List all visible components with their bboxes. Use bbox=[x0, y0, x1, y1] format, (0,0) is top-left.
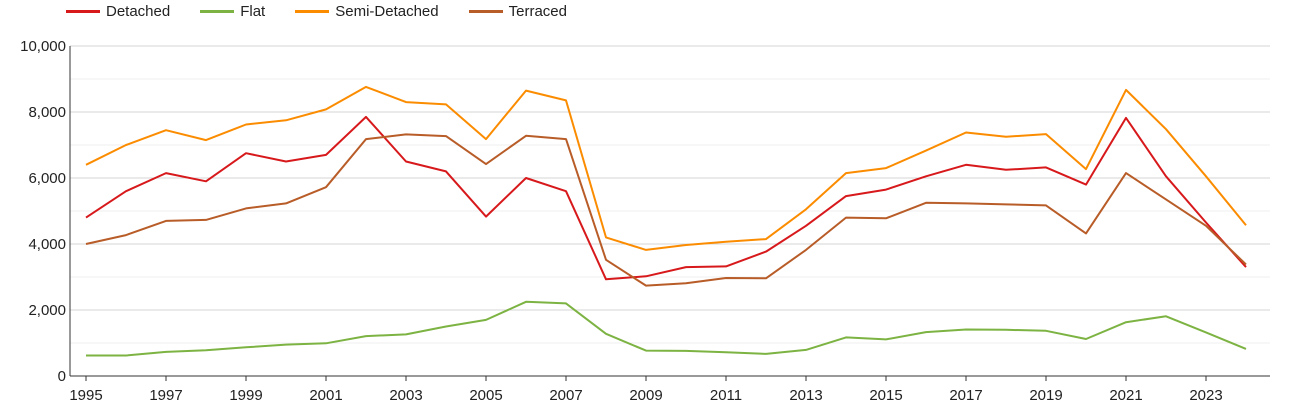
x-tick-label: 2003 bbox=[389, 387, 422, 404]
y-tick-label: 4,000 bbox=[28, 236, 66, 253]
legend-item-flat[interactable]: Flat bbox=[200, 3, 265, 20]
legend-label-flat: Flat bbox=[240, 3, 266, 20]
series-line-detached bbox=[85, 115, 1247, 281]
series-line-flat bbox=[86, 300, 1247, 357]
legend-label-detached: Detached bbox=[106, 3, 171, 20]
y-tick-label: 8,000 bbox=[28, 104, 66, 121]
x-tick-label: 2011 bbox=[710, 387, 742, 404]
legend-label-terraced: Terraced bbox=[508, 3, 567, 20]
series-lines bbox=[85, 85, 1247, 357]
legend-swatch-terraced bbox=[468, 10, 503, 13]
x-tick-label: 2019 bbox=[1029, 387, 1062, 404]
legend-swatch-flat bbox=[200, 10, 235, 13]
legend-item-semi-detached[interactable]: Semi-Detached bbox=[295, 3, 439, 20]
grid bbox=[70, 45, 1270, 377]
legend: Detached Flat Semi-Detached Terraced bbox=[66, 3, 597, 20]
x-tick-label: 2005 bbox=[469, 387, 502, 404]
x-tick-label: 2013 bbox=[789, 387, 822, 404]
x-tick-label: 1999 bbox=[229, 387, 262, 404]
x-tick-label: 1995 bbox=[69, 387, 102, 404]
y-tick-label: 0 bbox=[58, 368, 66, 385]
x-tick-label: 2017 bbox=[949, 387, 982, 404]
legend-label-semi-detached: Semi-Detached bbox=[335, 3, 439, 20]
y-tick-label: 10,000 bbox=[20, 38, 66, 55]
axes: 0 2,000 4,000 6,000 8,000 10,000 1995 1997 1999 2… bbox=[20, 38, 1223, 404]
series-line-semi-detached bbox=[85, 85, 1247, 251]
x-tick-label: 2021 bbox=[1109, 387, 1142, 404]
x-tick-label: 2007 bbox=[549, 387, 582, 404]
series-line-terraced bbox=[85, 133, 1247, 287]
x-tick-label: 2015 bbox=[869, 387, 902, 404]
x-tick-label: 2001 bbox=[309, 387, 342, 404]
legend-swatch-semi-detached bbox=[295, 10, 330, 13]
y-tick-label: 6,000 bbox=[28, 170, 66, 187]
x-tick-label: 2023 bbox=[1189, 387, 1222, 404]
legend-swatch-detached bbox=[66, 10, 100, 13]
y-tick-label: 2,000 bbox=[28, 302, 66, 319]
legend-item-terraced[interactable]: Terraced bbox=[468, 3, 567, 20]
x-tick-label: 1997 bbox=[149, 387, 182, 404]
legend-item-detached[interactable]: Detached bbox=[66, 3, 170, 20]
x-tick-label: 2009 bbox=[629, 387, 662, 404]
